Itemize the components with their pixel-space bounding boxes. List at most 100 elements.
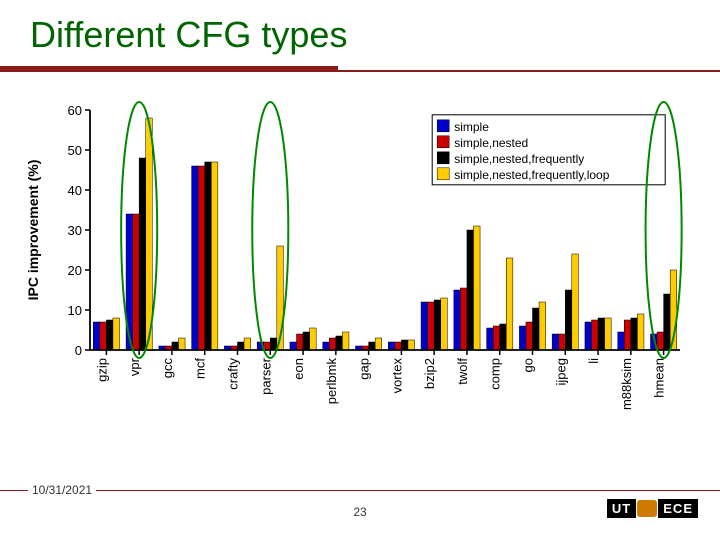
highlight-ellipse: [252, 102, 288, 358]
bar: [487, 328, 494, 350]
legend-label: simple,nested,frequently: [454, 152, 584, 166]
slide-date: 10/31/2021: [28, 483, 96, 497]
title-underline-thick: [0, 66, 338, 72]
bar: [421, 302, 428, 350]
bar: [533, 308, 540, 350]
bar: [474, 226, 481, 350]
y-axis-label: IPC improvement (%): [25, 160, 41, 301]
svg-text:40: 40: [68, 183, 82, 198]
chart-container: 0102030405060gzipvprgccmcfcraftyparsereo…: [20, 100, 700, 430]
bar: [375, 338, 382, 350]
x-tick-label: bzip2: [422, 358, 437, 389]
bar: [146, 118, 153, 350]
bar: [192, 166, 199, 350]
bar: [290, 342, 297, 350]
slide-title: Different CFG types: [30, 14, 347, 56]
svg-text:0: 0: [75, 343, 82, 358]
footer-rule: [0, 490, 720, 491]
bar: [454, 290, 461, 350]
x-tick-label: twolf: [455, 358, 470, 385]
x-tick-label: mcf: [193, 358, 208, 379]
bar: [369, 342, 376, 350]
legend-label: simple,nested: [454, 136, 528, 150]
bar: [460, 288, 467, 350]
bar: [585, 322, 592, 350]
x-tick-label: ijpeg: [553, 358, 568, 385]
legend-swatch: [437, 152, 449, 164]
x-tick-label: gcc: [160, 358, 175, 379]
bar: [552, 334, 559, 350]
svg-text:20: 20: [68, 263, 82, 278]
bar: [198, 166, 205, 350]
bar: [139, 158, 146, 350]
bar: [211, 162, 218, 350]
bar: [506, 258, 513, 350]
bar: [539, 302, 546, 350]
bar: [310, 328, 317, 350]
bar: [598, 318, 605, 350]
bar: [408, 340, 415, 350]
bar: [106, 320, 113, 350]
bar: [270, 338, 277, 350]
legend-swatch: [437, 168, 449, 180]
bar: [559, 334, 566, 350]
x-tick-label: hmean: [652, 358, 667, 398]
bar: [618, 332, 625, 350]
x-tick-label: gzip: [94, 358, 109, 382]
bar: [605, 318, 612, 350]
longhorn-icon: [637, 500, 657, 517]
bar: [519, 326, 526, 350]
x-tick-label: li: [586, 358, 601, 364]
bar: [133, 214, 140, 350]
bar: [388, 342, 395, 350]
x-tick-label: go: [521, 358, 536, 372]
bar: [336, 336, 343, 350]
x-tick-label: perlbmk: [324, 358, 339, 405]
bar: [244, 338, 251, 350]
bar: [297, 334, 304, 350]
bar: [329, 338, 336, 350]
x-tick-label: gap: [357, 358, 372, 380]
bar: [565, 290, 572, 350]
slide-root: Different CFG types 0102030405060gzipvpr…: [0, 0, 720, 540]
bar: [303, 332, 310, 350]
x-tick-label: eon: [291, 358, 306, 380]
bar: [323, 342, 330, 350]
bar: [572, 254, 579, 350]
svg-text:50: 50: [68, 143, 82, 158]
bar: [205, 162, 212, 350]
bar: [264, 342, 271, 350]
bar: [401, 340, 408, 350]
bar: [434, 300, 441, 350]
legend-swatch: [437, 136, 449, 148]
bar: [441, 298, 448, 350]
bar: [467, 230, 474, 350]
bar: [395, 342, 402, 350]
page-number: 23: [353, 505, 366, 519]
affiliation-logo: UT ECE: [607, 499, 698, 518]
bar: [657, 332, 664, 350]
legend-label: simple,nested,frequently,loop: [454, 168, 610, 182]
x-tick-label: crafty: [226, 358, 241, 390]
x-tick-label: comp: [488, 358, 503, 390]
bar: [113, 318, 120, 350]
bar: [526, 322, 533, 350]
bar: [342, 332, 349, 350]
bar: [631, 318, 638, 350]
bar: [100, 322, 107, 350]
bar: [179, 338, 186, 350]
bar: [238, 342, 245, 350]
bar: [428, 302, 435, 350]
bar: [172, 342, 179, 350]
x-tick-label: parser: [258, 357, 273, 395]
bar: [93, 322, 100, 350]
bar: [500, 324, 507, 350]
title-underline-thin: [338, 70, 720, 72]
bar: [637, 314, 644, 350]
bar: [624, 320, 631, 350]
bar: [664, 294, 671, 350]
legend-label: simple: [454, 120, 489, 134]
svg-text:60: 60: [68, 103, 82, 118]
bar: [592, 320, 599, 350]
svg-text:30: 30: [68, 223, 82, 238]
